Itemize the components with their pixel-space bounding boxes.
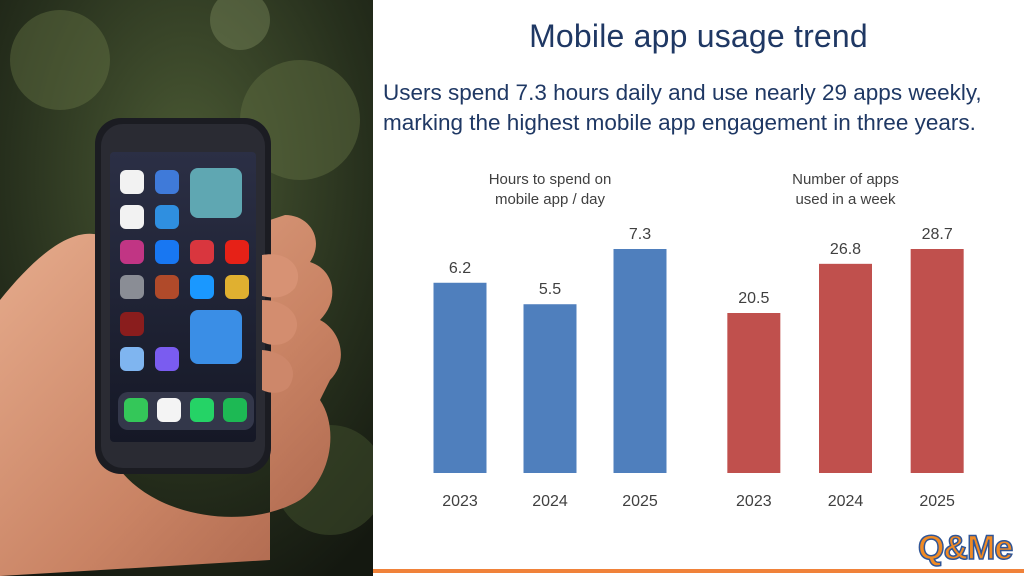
x-tick-label: 2024 <box>828 493 864 510</box>
chart-title-line-1: Hours to spend on <box>488 171 612 188</box>
hours-per-day-chart: Hours to spend on mobile app / day 6.2 20… <box>415 170 685 515</box>
logo-text: Q&Me <box>917 528 1014 568</box>
chart-title-line-2: mobile app / day <box>494 191 606 208</box>
brand-logo: Q&Me <box>917 528 1022 568</box>
x-tick-label: 2023 <box>442 493 478 510</box>
chart-title: Number of apps used in a week <box>708 170 983 210</box>
subtitle: Users spend 7.3 hours daily and use near… <box>383 78 1013 138</box>
bar-2024 <box>523 304 577 473</box>
bar-2023 <box>433 282 487 473</box>
value-label: 20.5 <box>738 290 769 307</box>
subtitle-line-2: marking the highest mobile app engagemen… <box>383 110 976 135</box>
x-tick-label: 2025 <box>622 493 658 510</box>
x-tick-label: 2023 <box>736 493 772 510</box>
bar-2023 <box>727 313 781 473</box>
bar-2025 <box>613 249 667 473</box>
subtitle-line-1: Users spend 7.3 hours daily and use near… <box>383 80 982 105</box>
bar-2025 <box>910 249 964 473</box>
value-label: 7.3 <box>629 226 651 243</box>
apps-bar-svg: 20.5 2023 26.8 2024 28.7 2025 <box>727 226 964 510</box>
value-label: 26.8 <box>830 241 861 258</box>
chart-title-line-2: used in a week <box>795 191 896 208</box>
value-label: 6.2 <box>449 260 471 277</box>
chart-title-line-1: Number of apps <box>792 171 899 188</box>
bar-2024 <box>819 263 872 473</box>
hours-bar-svg: 6.2 2023 5.5 2024 7.3 2025 <box>433 226 667 510</box>
x-tick-label: 2025 <box>919 493 955 510</box>
x-tick-label: 2024 <box>532 493 568 510</box>
hand-holding-phone-photo <box>0 0 373 576</box>
chart-title: Hours to spend on mobile app / day <box>415 170 685 210</box>
apps-per-week-chart: Number of apps used in a week 20.5 2023 26… <box>708 170 983 515</box>
accent-line <box>373 569 1024 573</box>
page-title: Mobile app usage trend <box>529 18 868 54</box>
value-label: 28.7 <box>922 226 953 243</box>
value-label: 5.5 <box>539 281 561 298</box>
